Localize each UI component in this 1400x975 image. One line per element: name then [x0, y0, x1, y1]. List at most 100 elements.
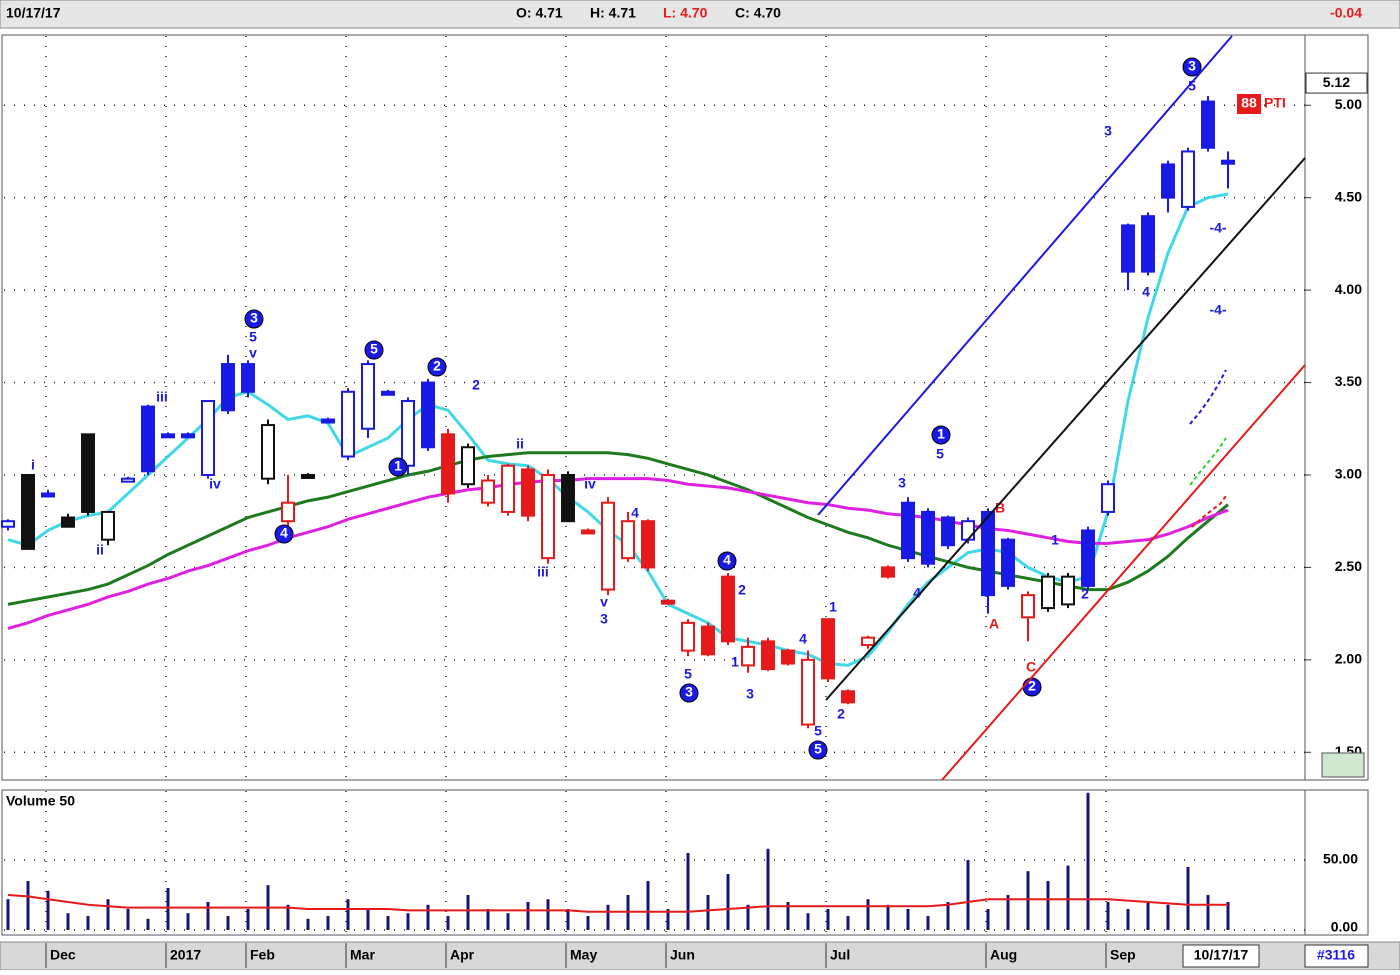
volume-bar: [246, 909, 250, 930]
change: -0.04: [1330, 5, 1362, 21]
wave-label: 3: [685, 684, 693, 700]
volume-bar: [426, 904, 430, 930]
signal-box: [1237, 94, 1261, 114]
volume-bar: [666, 909, 670, 930]
candle-body: [1, 520, 15, 528]
volume-title: Volume 50: [6, 793, 75, 809]
wave-label: 3: [746, 686, 754, 702]
chart-id: #3116: [1317, 947, 1355, 963]
volume-bar: [6, 899, 10, 930]
candle-body: [521, 468, 535, 517]
candle-body: [221, 363, 235, 412]
trend-line: [817, 35, 1233, 516]
wave-label: 5: [936, 446, 944, 462]
wave-circle: [364, 340, 384, 360]
volume-bar: [906, 909, 910, 930]
candle-body: [181, 433, 195, 439]
wave-label: 4: [723, 552, 731, 568]
candle-body: [101, 510, 115, 541]
candle-body: [561, 473, 575, 523]
projection-markers: [1189, 437, 1227, 486]
volume-bar: [706, 895, 710, 930]
wave-label: 3: [1104, 123, 1112, 139]
volume-bar: [406, 913, 410, 930]
candle-body: [721, 575, 735, 643]
x-tick-label: May: [570, 947, 597, 963]
wave-label: v: [249, 345, 257, 361]
candle-body: [361, 363, 375, 430]
candle-body: [621, 520, 635, 560]
volume-bar: [1226, 902, 1230, 930]
volume-bar: [966, 860, 970, 930]
volume-bar: [726, 874, 730, 930]
toolbar-icon[interactable]: [1321, 752, 1365, 778]
wave-label: ii: [96, 542, 104, 558]
cursor-date: 10/17/17: [1194, 947, 1249, 963]
x-tick-label: Feb: [250, 947, 275, 963]
wave-label: 3: [600, 611, 608, 627]
candle-body: [881, 566, 895, 578]
candle-body: [821, 618, 835, 680]
id-box: [1304, 944, 1369, 968]
wave-label: 4: [631, 505, 639, 521]
volume-bar: [146, 918, 150, 930]
wave-circle: [244, 309, 264, 329]
moving-average: [7, 477, 1229, 630]
signal-label: PTI: [1264, 95, 1286, 111]
volume-bar: [346, 899, 350, 930]
candle-body: [481, 479, 495, 504]
volume-bar: [786, 902, 790, 930]
close: C: 4.70: [735, 5, 781, 21]
candle-body: [1121, 224, 1135, 273]
candle-body: [1141, 215, 1155, 273]
date-bar: [0, 941, 1400, 971]
x-tick-label: Sep: [1110, 947, 1136, 963]
volume-bar: [1146, 902, 1150, 930]
volume-bar: [686, 853, 690, 930]
candle-body: [301, 473, 315, 479]
candle-body: [961, 520, 975, 541]
wave-label: 4: [1142, 284, 1150, 300]
candle-body: [941, 516, 955, 547]
wave-label: 1: [829, 599, 837, 615]
y-tick-label: 2.00: [1335, 651, 1362, 667]
candle-body: [81, 433, 95, 513]
volume-bar: [886, 904, 890, 930]
y-tick-label: 4.00: [1335, 281, 1362, 297]
volume-bar: [546, 899, 550, 930]
volume-bar: [286, 904, 290, 930]
candle-body: [141, 405, 155, 473]
volume-bar: [566, 909, 570, 930]
candle-body: [841, 690, 855, 704]
candle-body: [421, 381, 435, 449]
wave-circle: [1182, 57, 1202, 77]
candle-body: [61, 516, 75, 528]
open: O: 4.71: [516, 5, 563, 21]
x-tick-label: Mar: [350, 947, 375, 963]
volume-bar: [946, 902, 950, 930]
candle-body: [441, 433, 455, 495]
wave-label: -4-: [1209, 302, 1226, 318]
volume-bar: [506, 913, 510, 930]
wave-circle: [679, 683, 699, 703]
candle-body: [581, 529, 595, 535]
volume-bar: [446, 916, 450, 930]
volume-bar: [866, 899, 870, 930]
wave-label: 3: [1188, 58, 1196, 74]
volume-bar: [926, 916, 930, 930]
x-tick-label: Jul: [830, 947, 850, 963]
wave-label: iv: [584, 476, 596, 492]
volume-bar: [1126, 909, 1130, 930]
volume-bar: [1206, 895, 1210, 930]
volume-bar: [366, 909, 370, 930]
low: L: 4.70: [663, 5, 708, 21]
volume-bar: [746, 904, 750, 930]
wave-label: 1: [731, 654, 739, 670]
wave-label: 4: [280, 525, 288, 541]
volume-bar: [1186, 867, 1190, 930]
volume-average: [7, 894, 1228, 913]
wave-label: 3: [898, 475, 906, 491]
volume-bar: [66, 913, 70, 930]
volume-bar: [646, 881, 650, 930]
